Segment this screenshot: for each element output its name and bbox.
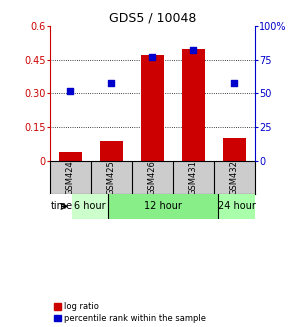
Bar [132,161,173,194]
Point [68,88,73,94]
Bar [182,49,205,161]
Text: GSM432: GSM432 [230,160,239,195]
Point [109,80,114,85]
Point [232,80,237,85]
Bar [223,138,246,161]
Bar [218,194,255,219]
Title: GDS5 / 10048: GDS5 / 10048 [109,12,196,25]
Bar [91,161,132,194]
Text: time: time [50,201,73,211]
Bar [72,194,108,219]
Text: 24 hour: 24 hour [218,201,255,211]
Text: GSM424: GSM424 [66,160,75,195]
Text: 6 hour: 6 hour [74,201,106,211]
Bar [141,55,163,161]
Text: GSM425: GSM425 [107,160,116,195]
Point [191,48,196,53]
Bar [108,194,218,219]
Bar [100,141,123,161]
Text: GSM431: GSM431 [189,160,198,195]
Point [150,55,155,60]
Bar [173,161,214,194]
Bar [59,152,81,161]
Bar [50,161,91,194]
Text: GSM426: GSM426 [148,160,157,195]
Legend: log ratio, percentile rank within the sample: log ratio, percentile rank within the sa… [54,302,206,323]
Bar [214,161,255,194]
Text: 12 hour: 12 hour [144,201,182,211]
